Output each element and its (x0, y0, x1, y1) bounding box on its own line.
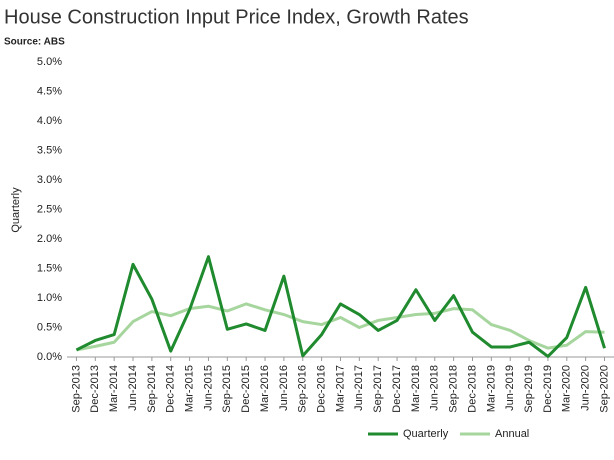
x-tick-label: Jun-2020 (580, 365, 592, 411)
y-tick-label: 3.0% (37, 174, 62, 186)
y-tick-label: 2.5% (37, 203, 62, 215)
x-tick-label: Mar-2015 (183, 365, 195, 412)
x-tick-label: Sep-2015 (221, 365, 233, 413)
x-tick-label: Dec-2013 (89, 365, 101, 413)
x-tick-label: Sep-2020 (598, 365, 610, 413)
x-tick-label: Mar-2018 (410, 365, 422, 412)
x-tick-label: Jun-2014 (127, 365, 139, 411)
x-tick-label: Dec-2019 (542, 365, 554, 413)
x-tick-label: Sep-2018 (448, 365, 460, 413)
x-tick-label: Dec-2017 (391, 365, 403, 413)
y-tick-label: 0.5% (37, 321, 62, 333)
series-line (76, 302, 605, 352)
legend-label: Quarterly (403, 428, 449, 440)
x-tick-label: Jun-2018 (429, 365, 441, 411)
y-tick-label: 0.0% (37, 351, 62, 363)
x-tick-label: Jun-2019 (504, 365, 516, 411)
y-tick-label: 1.0% (37, 292, 62, 304)
x-tick-label: Mar-2019 (485, 365, 497, 412)
y-tick-label: 4.0% (37, 115, 62, 127)
chart-subtitle: Source: ABS (4, 37, 65, 48)
series-line (75, 255, 606, 358)
x-tick-label: Dec-2018 (466, 365, 478, 413)
x-tick-label: Dec-2015 (240, 365, 252, 413)
x-tick-label: Mar-2016 (259, 365, 271, 412)
y-tick-label: 3.5% (37, 144, 62, 156)
x-tick-label: Sep-2019 (523, 365, 535, 413)
x-tick-label: Jun-2015 (202, 365, 214, 411)
x-tick-label: Sep-2016 (297, 365, 309, 413)
x-tick-label: Mar-2014 (108, 365, 120, 412)
x-tick-label: Dec-2016 (316, 365, 328, 413)
x-tick-label: Mar-2020 (561, 365, 573, 412)
y-tick-label: 2.0% (37, 233, 62, 245)
y-axis-label: Quarterly (10, 187, 22, 233)
legend-label: Annual (495, 428, 529, 440)
chart-title: House Construction Input Price Index, Gr… (4, 6, 469, 28)
x-tick-label: Sep-2013 (70, 365, 82, 413)
x-tick-label: Mar-2017 (334, 365, 346, 412)
x-tick-label: Sep-2017 (372, 365, 384, 413)
y-tick-label: 1.5% (37, 262, 62, 274)
x-tick-label: Jun-2016 (278, 365, 290, 411)
x-tick-label: Dec-2014 (165, 365, 177, 413)
y-tick-label: 5.0% (37, 56, 62, 68)
x-tick-label: Sep-2014 (146, 365, 158, 413)
x-tick-label: Jun-2017 (353, 365, 365, 411)
y-tick-label: 4.5% (37, 85, 62, 97)
